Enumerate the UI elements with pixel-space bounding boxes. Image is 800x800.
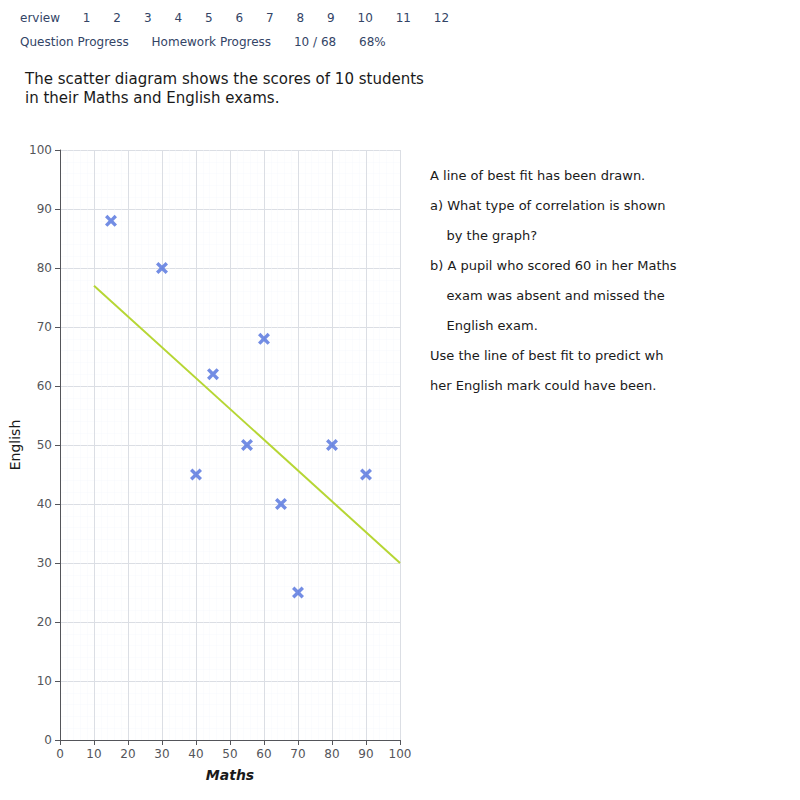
svg-text:0: 0 xyxy=(44,733,52,747)
svg-text:40: 40 xyxy=(37,497,52,511)
svg-text:40: 40 xyxy=(188,747,203,761)
svg-text:a) What type of correlation is: a) What type of correlation is shown xyxy=(430,198,666,213)
svg-text:90: 90 xyxy=(37,202,52,216)
svg-text:English: English xyxy=(7,420,23,471)
svg-text:10: 10 xyxy=(86,747,101,761)
svg-text:her English mark could have be: her English mark could have been. xyxy=(430,378,656,393)
svg-text:30: 30 xyxy=(37,556,52,570)
svg-text:70: 70 xyxy=(37,320,52,334)
svg-text:English exam.: English exam. xyxy=(430,318,538,333)
svg-text:50: 50 xyxy=(37,438,52,452)
svg-text:Question Progress Homewor: Question Progress Homework Progress 10 /… xyxy=(20,35,386,49)
svg-text:80: 80 xyxy=(324,747,339,761)
svg-text:in their Maths and English exa: in their Maths and English exams. xyxy=(25,89,279,107)
svg-text:50: 50 xyxy=(222,747,237,761)
svg-text:by the graph?: by the graph? xyxy=(430,228,537,243)
svg-text:20: 20 xyxy=(37,615,52,629)
svg-text:A line of best fit has been dr: A line of best fit has been drawn. xyxy=(430,168,645,183)
svg-text:80: 80 xyxy=(37,261,52,275)
svg-text:100: 100 xyxy=(29,143,52,157)
svg-text:100: 100 xyxy=(389,747,412,761)
svg-text:30: 30 xyxy=(154,747,169,761)
svg-text:0: 0 xyxy=(56,747,64,761)
svg-text:90: 90 xyxy=(358,747,373,761)
svg-text:20: 20 xyxy=(120,747,135,761)
svg-text:Maths: Maths xyxy=(206,767,254,783)
svg-text:70: 70 xyxy=(290,747,305,761)
svg-text:60: 60 xyxy=(256,747,271,761)
svg-text:The scatter diagram shows the: The scatter diagram shows the scores of … xyxy=(24,70,424,88)
svg-text:10: 10 xyxy=(37,674,52,688)
svg-text:b) A pupil who scored 60 in he: b) A pupil who scored 60 in her Maths xyxy=(430,258,677,273)
svg-text:Use the line of best fit to pr: Use the line of best fit to predict wh xyxy=(430,348,663,363)
svg-text:60: 60 xyxy=(37,379,52,393)
svg-text:erview 1 2 3: erview 1 2 3 4 5 6 7 8 9 10 11 12 xyxy=(20,11,449,25)
svg-text:exam was absent and missed the: exam was absent and missed the xyxy=(430,288,665,303)
